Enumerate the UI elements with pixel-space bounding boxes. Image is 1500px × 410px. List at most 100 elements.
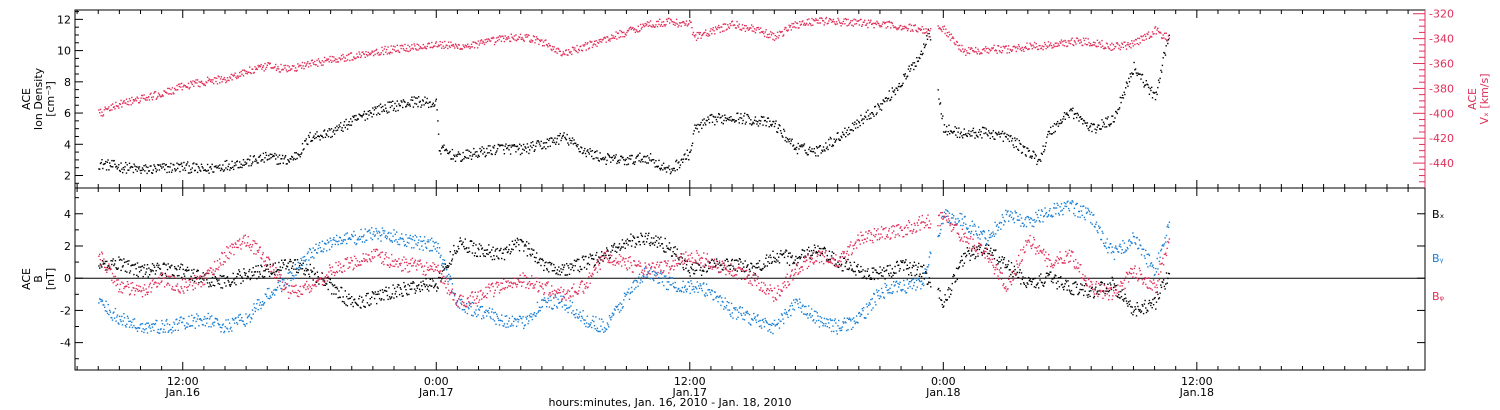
- data-point: [299, 267, 301, 269]
- data-point: [212, 79, 214, 81]
- data-point: [840, 263, 843, 266]
- data-point: [328, 61, 330, 63]
- data-point: [738, 258, 741, 260]
- data-point: [278, 68, 280, 70]
- data-point: [389, 240, 391, 242]
- data-point: [114, 260, 117, 262]
- data-point: [1139, 42, 1141, 44]
- data-point: [755, 263, 758, 265]
- data-point: [532, 144, 535, 146]
- data-point: [915, 273, 918, 276]
- data-point: [298, 265, 301, 267]
- data-point: [965, 134, 968, 137]
- data-point: [139, 266, 142, 268]
- data-point: [1089, 45, 1091, 47]
- data-point: [486, 249, 489, 251]
- data-point: [1122, 299, 1124, 301]
- data-point: [522, 148, 524, 150]
- data-point: [180, 86, 182, 88]
- data-point: [809, 23, 812, 25]
- data-point: [861, 25, 863, 27]
- data-point: [538, 141, 540, 143]
- data-point: [145, 96, 148, 99]
- data-point: [1105, 287, 1108, 290]
- data-point: [558, 143, 560, 145]
- data-point: [206, 76, 209, 78]
- data-point: [395, 105, 398, 107]
- data-point: [903, 269, 905, 271]
- data-point: [518, 244, 520, 246]
- data-point: [1051, 133, 1053, 135]
- data-point: [248, 71, 250, 73]
- data-point: [627, 163, 630, 165]
- data-point: [532, 141, 534, 143]
- data-point: [819, 22, 822, 24]
- data-point: [498, 319, 500, 322]
- data-point: [941, 117, 943, 120]
- data-point: [678, 22, 681, 24]
- data-point: [493, 147, 495, 149]
- data-point: [680, 25, 682, 27]
- data-point: [556, 272, 558, 274]
- data-point: [175, 267, 177, 270]
- data-point: [714, 124, 716, 126]
- data-point: [1058, 277, 1060, 279]
- data-point: [404, 43, 406, 46]
- data-point: [483, 41, 485, 44]
- data-point: [543, 264, 546, 267]
- data-point: [625, 242, 628, 244]
- data-point: [672, 169, 674, 172]
- data-point: [924, 45, 926, 47]
- data-point: [258, 276, 260, 278]
- data-point: [757, 125, 760, 127]
- data-point: [626, 164, 628, 166]
- data-point: [581, 147, 583, 149]
- data-point: [639, 244, 641, 246]
- data-point: [825, 16, 828, 19]
- data-point: [632, 26, 634, 29]
- data-point: [839, 22, 841, 24]
- data-point: [346, 54, 348, 57]
- data-point: [488, 38, 490, 41]
- data-point: [866, 22, 868, 25]
- data-point: [1001, 50, 1004, 52]
- data-point: [140, 97, 142, 99]
- data-point: [538, 143, 541, 145]
- data-point: [483, 43, 486, 46]
- data-point: [160, 165, 162, 168]
- data-point: [937, 288, 939, 291]
- data-point: [419, 236, 421, 238]
- data-point: [287, 65, 289, 67]
- data-point: [221, 324, 224, 326]
- data-point: [328, 128, 330, 130]
- data-point: [230, 326, 232, 329]
- data-point: [779, 30, 781, 33]
- data-point: [1062, 118, 1064, 120]
- data-point: [879, 266, 881, 268]
- data-point: [886, 21, 888, 23]
- data-point: [382, 53, 385, 56]
- data-point: [767, 117, 770, 119]
- data-point: [1161, 71, 1163, 73]
- data-point: [166, 268, 169, 271]
- data-point: [523, 250, 525, 252]
- data-point: [239, 75, 242, 77]
- data-point: [749, 123, 751, 125]
- data-point: [500, 40, 503, 42]
- data-point: [876, 20, 878, 23]
- data-point: [237, 166, 239, 169]
- data-point: [390, 101, 392, 103]
- data-point: [903, 75, 906, 77]
- data-point: [770, 125, 773, 127]
- data-point: [122, 102, 124, 105]
- data-point: [508, 248, 510, 251]
- data-point: [751, 123, 753, 125]
- data-point: [1120, 295, 1123, 298]
- data-point: [990, 247, 992, 250]
- data-point: [604, 156, 607, 158]
- data-point: [329, 129, 331, 131]
- data-point: [870, 278, 873, 280]
- data-point: [698, 31, 700, 34]
- data-point: [435, 241, 437, 243]
- data-point: [375, 107, 377, 110]
